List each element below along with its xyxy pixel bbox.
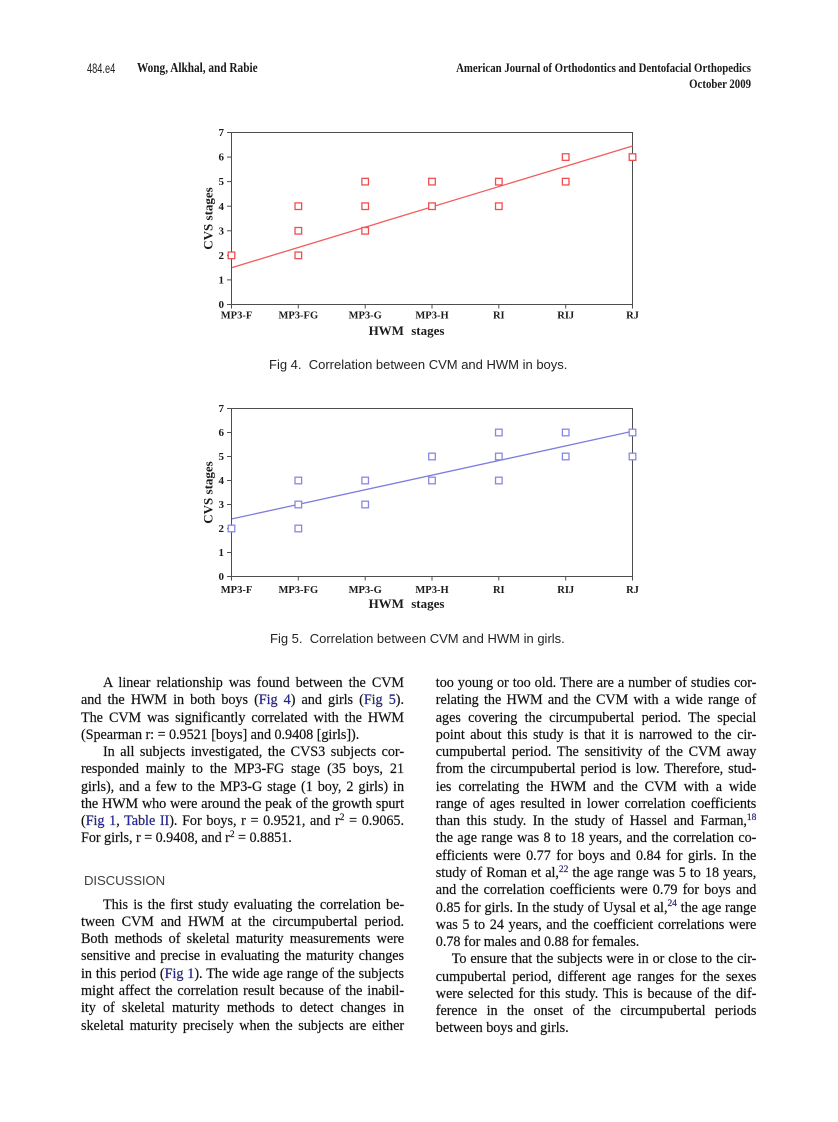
- svg-text:CVS stages: CVS stages: [201, 187, 216, 249]
- svg-text:MP3-F: MP3-F: [221, 585, 253, 596]
- svg-text:HWM stages: HWM stages: [369, 596, 445, 611]
- svg-text:MP3-FG: MP3-FG: [278, 311, 318, 322]
- svg-text:2: 2: [219, 523, 225, 535]
- svg-text:HWM stages: HWM stages: [369, 323, 445, 338]
- svg-text:6: 6: [219, 152, 225, 164]
- svg-text:3: 3: [219, 499, 225, 511]
- svg-text:7: 7: [219, 127, 225, 139]
- svg-text:6: 6: [219, 427, 225, 439]
- svg-text:5: 5: [219, 176, 225, 188]
- svg-text:RIJ: RIJ: [557, 585, 574, 596]
- svg-text:MP3-H: MP3-H: [415, 585, 448, 596]
- svg-text:MP3-G: MP3-G: [349, 311, 382, 322]
- svg-text:4: 4: [219, 201, 225, 213]
- svg-text:MP3-F: MP3-F: [221, 311, 253, 322]
- svg-text:1: 1: [219, 547, 225, 559]
- svg-text:2: 2: [219, 250, 225, 262]
- svg-text:CVS stages: CVS stages: [201, 461, 216, 523]
- svg-text:RI: RI: [493, 585, 505, 596]
- svg-text:0: 0: [219, 299, 225, 311]
- svg-text:0: 0: [219, 571, 225, 583]
- svg-text:MP3-H: MP3-H: [415, 311, 448, 322]
- svg-text:RJ: RJ: [626, 311, 639, 322]
- svg-text:3: 3: [219, 225, 225, 237]
- svg-text:7: 7: [219, 403, 225, 415]
- svg-text:RIJ: RIJ: [557, 311, 574, 322]
- svg-text:MP3-FG: MP3-FG: [278, 585, 318, 596]
- svg-text:MP3-G: MP3-G: [349, 585, 382, 596]
- svg-text:RI: RI: [493, 311, 505, 322]
- svg-text:1: 1: [219, 275, 225, 287]
- svg-text:5: 5: [219, 451, 225, 463]
- svg-text:RJ: RJ: [626, 585, 639, 596]
- svg-text:4: 4: [219, 475, 225, 487]
